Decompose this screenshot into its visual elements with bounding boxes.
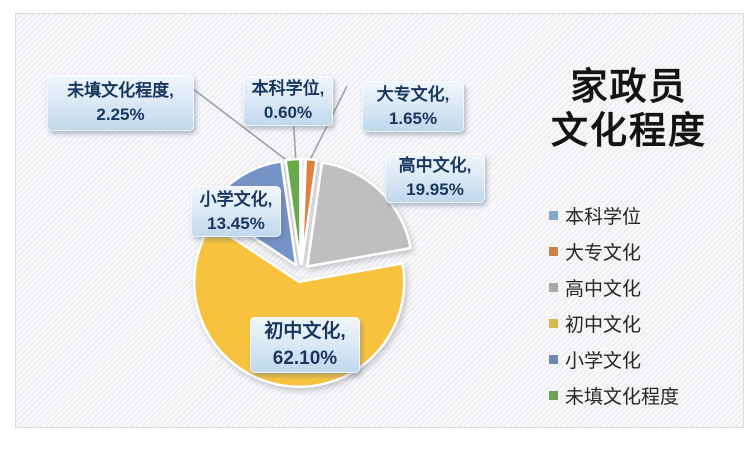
- chart-title-line1: 家政员: [570, 67, 688, 108]
- legend-swatch-icon: [549, 282, 558, 292]
- callout-value: 19.95%: [406, 180, 464, 199]
- pie-slice-2: [306, 161, 412, 268]
- legend-swatch-icon: [549, 246, 558, 256]
- callout-xiaoxue-wenhua: 小学文化, 13.45%: [191, 186, 281, 237]
- legend-label: 小学文化: [565, 350, 642, 372]
- legend-item-2: 高中文化: [549, 269, 679, 305]
- callout-value: 0.60%: [263, 103, 313, 122]
- legend-label: 高中文化: [565, 278, 642, 300]
- callout-dazhuan-wenhua: 大专文化, 1.65%: [362, 81, 464, 132]
- legend-swatch-icon: [549, 318, 558, 328]
- callout-value: 62.10%: [272, 348, 338, 369]
- legend-item-0: 本科学位: [549, 197, 679, 233]
- legend-label: 本科学位: [565, 206, 642, 228]
- legend-item-3: 初中文化: [549, 305, 679, 341]
- callout-benke-xuewei: 本科学位, 0.60%: [243, 76, 333, 126]
- legend-label: 大专文化: [565, 242, 642, 264]
- legend-swatch-icon: [549, 390, 558, 400]
- callout-label: 高中文化,: [398, 156, 472, 175]
- pie-slice-1: [300, 157, 318, 266]
- leader-line-dazhuan: [306, 85, 348, 167]
- legend-label: 未填文化程度: [565, 386, 680, 408]
- legend-label: 初中文化: [565, 314, 642, 336]
- callout-value: 1.65%: [388, 108, 438, 128]
- callout-label: 小学文化,: [199, 189, 273, 209]
- slide-card: 未填文化程度, 2.25% 本科学位, 0.60% 大专文化, 1.65% 高中…: [15, 13, 744, 428]
- pie-slice-5: [284, 157, 302, 266]
- legend-swatch-icon: [549, 354, 558, 364]
- callout-label: 大专文化,: [376, 84, 450, 104]
- callout-label: 未填文化程度,: [67, 81, 174, 100]
- callout-chuzhong-wenhua: 初中文化, 62.10%: [250, 317, 360, 373]
- callout-value: 2.25%: [96, 105, 145, 124]
- callout-gaozhong-wenhua: 高中文化, 19.95%: [385, 153, 485, 203]
- legend-item-1: 大专文化: [549, 233, 679, 269]
- callout-label: 本科学位,: [251, 79, 325, 98]
- callout-value: 13.45%: [207, 213, 265, 233]
- legend-swatch-icon: [549, 210, 558, 220]
- chart-title-line2: 文化程度: [551, 110, 707, 152]
- chart-title: 家政员 文化程度: [513, 66, 745, 153]
- callout-label: 初中文化,: [264, 321, 346, 342]
- legend-item-5: 未填文化程度: [549, 377, 679, 413]
- callout-weitian-wenhua-chengdu: 未填文化程度, 2.25%: [47, 75, 194, 131]
- legend: 本科学位大专文化高中文化初中文化小学文化未填文化程度: [549, 197, 679, 413]
- legend-item-4: 小学文化: [549, 341, 679, 377]
